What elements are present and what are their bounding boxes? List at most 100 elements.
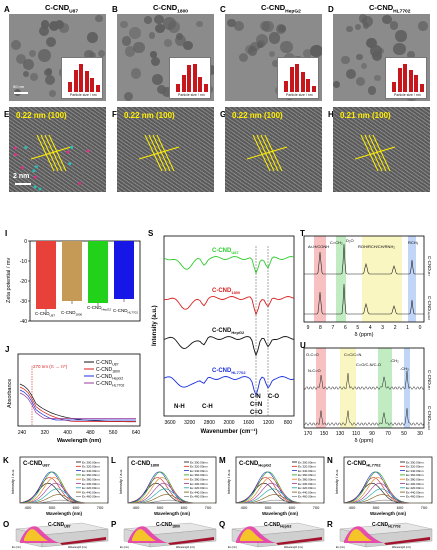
title-subscript: HL7702: [388, 525, 401, 529]
nanodot: [164, 39, 172, 47]
x-tick-label: 0: [419, 325, 422, 331]
zeta-bar: [36, 241, 56, 309]
fringe-line: [264, 134, 283, 172]
region-label: ROH/RCH/CH/RNH₂: [358, 244, 395, 249]
peak-label: N-H: [174, 404, 185, 410]
legend-entry: C-CNDHepG2: [96, 374, 123, 381]
size-distribution-inset: Particle size / nm: [385, 57, 427, 99]
x-tick-label: 600: [73, 505, 80, 510]
histogram-bar: [198, 76, 202, 92]
legend-entry: Ex 440.00nm: [190, 490, 208, 494]
legend-sub: HL7702: [112, 384, 124, 388]
lattice-dot: [20, 166, 24, 170]
x-axis-label: Wavenumber (cm⁻¹): [201, 428, 258, 435]
surface-peak-core: [132, 529, 156, 541]
nanodot: [196, 20, 203, 28]
surface-tail: [168, 537, 214, 545]
plot-frame: [343, 456, 433, 504]
region-band: [340, 348, 356, 428]
nmr-trace: [304, 283, 424, 315]
title-text: C-CND: [131, 461, 151, 467]
peak-annotation: 270 nm (π → π*): [33, 364, 68, 369]
lattice-dot: [14, 153, 18, 157]
nanodot: [45, 74, 56, 85]
x-tick-label: 640: [132, 430, 141, 436]
lattice-spacing-label: 0.21 nm (100): [340, 111, 391, 120]
x-axis-label: Wavelength (nm): [68, 546, 87, 549]
lattice-dot: [33, 175, 37, 179]
legend-entry: Ex 440.00nm: [298, 490, 316, 494]
y-axis-label: Intensity (a.u.): [152, 305, 158, 346]
nanodot: [156, 84, 167, 95]
histogram-bar: [84, 71, 89, 92]
histogram-bar: [300, 72, 305, 92]
histogram-bar: [90, 78, 94, 92]
region-label: N-C=O: [308, 368, 321, 373]
x-axis-label: Wavelength (nm): [262, 511, 299, 516]
legend-entry: Ex 400.00nm: [406, 482, 424, 486]
panel-label-j: J: [5, 345, 10, 354]
nanodot: [310, 44, 322, 57]
peak-label: C=N: [250, 402, 262, 408]
nanodot: [355, 76, 365, 86]
ftir-spectrum: [163, 376, 295, 397]
legend-entry: Ex 400.00nm: [190, 482, 208, 486]
nanodot: [417, 21, 428, 31]
panel-title: C-CNDHL7702: [369, 3, 410, 15]
lattice-dot: [66, 150, 70, 154]
bar-label: C-CNDU87: [35, 311, 55, 318]
panel-label-f: F: [112, 110, 117, 119]
nanodot: [271, 59, 280, 68]
lattice-dot: [86, 149, 90, 153]
ftir-spectrum: [163, 256, 295, 275]
panel-label-k: K: [3, 456, 9, 465]
region-label: C=O/C-N/C-O: [356, 362, 381, 367]
legend-entry: Ex 380.00nm: [298, 478, 316, 482]
nanodot: [44, 68, 52, 77]
panel-label-a: A: [4, 5, 10, 14]
lattice-spacing-label: 0.22 nm (100): [124, 111, 175, 120]
fringe-line: [372, 134, 391, 172]
surface-peak-core: [240, 529, 264, 541]
nanodot: [366, 37, 377, 49]
x-tick-label: 2: [394, 325, 397, 331]
tem-image: Particle size / nm: [225, 14, 322, 101]
y-tick-label: -30: [20, 299, 27, 305]
scale-bar: [14, 92, 28, 94]
panel-title: C-CNDU87: [48, 522, 71, 529]
hrtem-image: 0.22 nm (100) 2 nm: [9, 107, 106, 192]
trace-label-text: C-CND: [427, 370, 432, 385]
lattice-dot: [34, 165, 38, 169]
zeta-bar: [114, 241, 134, 299]
fringe-line: [144, 134, 163, 172]
histogram-bar: [397, 68, 402, 92]
inset-axis-label: Particle size / nm: [394, 93, 421, 97]
nanodot: [30, 73, 39, 82]
bar-label-sub: 1800: [76, 313, 83, 317]
nanodot: [406, 50, 415, 59]
nanodot: [120, 20, 128, 28]
y-tick-label: -40: [20, 319, 27, 325]
y-axis-label: Intensity / a.u.: [226, 469, 231, 494]
x-tick-label: 1200: [263, 420, 274, 426]
absorbance-curve: [19, 392, 136, 419]
panel-label-b: B: [112, 5, 118, 14]
x-tick-label: 500: [157, 505, 164, 510]
title-subscript: HL7702: [393, 9, 411, 15]
panel-label-l: L: [111, 456, 116, 465]
region-label: RCH₃: [408, 240, 419, 245]
series-label-sub: HL7702: [231, 370, 246, 375]
legend-entry: Ex 320.00nm: [298, 465, 316, 469]
fringe-line: [48, 134, 67, 172]
x-tick-label: 500: [265, 505, 272, 510]
x-tick-label: 400: [25, 505, 32, 510]
legend-entry: C-CNDHL7702: [96, 381, 124, 388]
nanodot: [345, 25, 353, 33]
nanodot: [183, 41, 193, 51]
legend-entry: Ex 420.00nm: [406, 486, 424, 490]
series-label-sub: HepG2: [231, 330, 245, 335]
panel-title: C-CNDHL7702: [347, 461, 381, 468]
plot-frame: [17, 353, 141, 427]
nanodot: [370, 44, 383, 57]
nanodot: [361, 16, 373, 28]
